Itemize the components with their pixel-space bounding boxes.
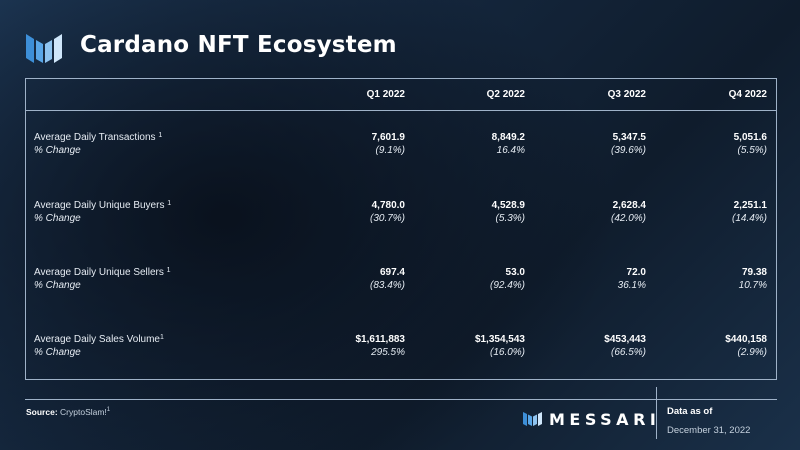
footer-divider [25,399,777,400]
value-cell: 4,780.0 [371,200,405,211]
value-cell: 72.0 [626,267,646,278]
metric-label: Average Daily Unique Buyers 1 [34,200,172,211]
table-row-unique-buyers: Average Daily Unique Buyers 1 % Change 4… [26,200,776,230]
column-header-q3: Q3 2022 [607,89,646,100]
footer-vertical-divider [656,387,657,439]
change-cell: (30.7%) [369,213,405,224]
change-cell: (16.0%) [489,347,525,358]
change-cell: 16.4% [496,145,525,156]
value-cell: 53.0 [505,267,525,278]
value-cell: 4,528.9 [491,200,525,211]
column-header-q4: Q4 2022 [728,89,767,100]
value-cell: $440,158 [725,334,767,345]
data-table: Q1 2022 Q2 2022 Q3 2022 Q4 2022 Average … [25,78,777,380]
change-cell: (14.4%) [731,213,767,224]
change-cell: (83.4%) [369,280,405,291]
value-cell: 697.4 [379,267,405,278]
change-cell: (66.5%) [610,347,646,358]
change-cell: 10.7% [738,280,767,291]
table-row-transactions: Average Daily Transactions 1 % Change 7,… [26,132,776,162]
value-cell: $453,443 [604,334,646,345]
change-cell: 295.5% [371,347,405,358]
change-cell: (9.1%) [375,145,405,156]
value-cell: 7,601.9 [371,132,405,143]
source-note: Source: CryptoSlam!1 [26,407,111,417]
messari-wordmark: MESSARI [549,410,661,429]
change-cell: (42.0%) [610,213,646,224]
messari-brand-icon [523,412,542,426]
value-cell: 2,251.1 [733,200,767,211]
value-cell: 8,849.2 [491,132,525,143]
change-cell: (39.6%) [610,145,646,156]
data-as-of-date: December 31, 2022 [667,425,751,436]
value-cell: 79.38 [741,267,767,278]
messari-logo-icon [26,34,62,63]
column-header-q2: Q2 2022 [486,89,525,100]
change-cell: (5.5%) [737,145,767,156]
metric-label: Average Daily Unique Sellers 1 [34,267,171,278]
table-row-sales-volume: Average Daily Sales Volume1 % Change $1,… [26,334,776,364]
change-cell: (5.3%) [495,213,525,224]
change-label: % Change [34,213,81,224]
change-cell: 36.1% [617,280,646,291]
change-label: % Change [34,145,81,156]
value-cell: 5,051.6 [733,132,767,143]
table-row-unique-sellers: Average Daily Unique Sellers 1 % Change … [26,267,776,297]
table-header-row: Q1 2022 Q2 2022 Q3 2022 Q4 2022 [26,79,776,111]
value-cell: 5,347.5 [612,132,646,143]
change-cell: (2.9%) [737,347,767,358]
value-cell: 2,628.4 [612,200,646,211]
page-title: Cardano NFT Ecosystem [80,32,397,58]
change-label: % Change [34,347,81,358]
data-as-of-label: Data as of [667,406,713,417]
change-cell: (92.4%) [489,280,525,291]
metric-label: Average Daily Sales Volume1 [34,334,164,345]
value-cell: $1,354,543 [474,334,525,345]
change-label: % Change [34,280,81,291]
column-header-q1: Q1 2022 [366,89,405,100]
metric-label: Average Daily Transactions 1 [34,132,163,143]
value-cell: $1,611,883 [355,334,406,345]
